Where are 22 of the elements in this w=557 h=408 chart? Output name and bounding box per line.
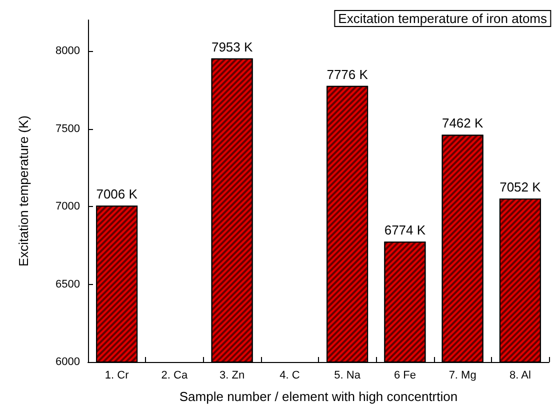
data-label: 6774 K: [384, 222, 426, 238]
x-tick-label: 2. Ca: [161, 370, 188, 382]
data-label: 7006 K: [96, 186, 138, 202]
data-label: 7953 K: [211, 39, 253, 54]
y-axis-title: Excitation temperature (K): [16, 115, 31, 267]
data-label: 7462 K: [442, 116, 484, 131]
y-tick-label: 6500: [56, 278, 80, 290]
x-tick-label: 6 Fe: [394, 370, 416, 382]
y-tick-label: 7500: [56, 122, 80, 135]
x-tick-label: 7. Mg: [448, 370, 476, 382]
x-tick-label: 5. Na: [334, 370, 362, 382]
x-tick-label: 3. Zn: [220, 370, 245, 382]
y-tick-label: 8000: [56, 45, 80, 58]
x-axis-title: Sample number / element with high concentrtion: [179, 389, 458, 404]
x-tick-label: 8. Al: [509, 370, 531, 382]
y-tick-label: 7000: [56, 200, 80, 213]
y-tick-label: 6000: [56, 356, 80, 368]
data-label: 7052 K: [500, 179, 542, 194]
chart-title: Excitation temperature of iron atoms: [338, 11, 548, 26]
x-tick-label: 1. Cr: [104, 370, 130, 382]
data-label: 7776 K: [326, 66, 368, 82]
x-tick-label: 4. C: [280, 370, 300, 382]
